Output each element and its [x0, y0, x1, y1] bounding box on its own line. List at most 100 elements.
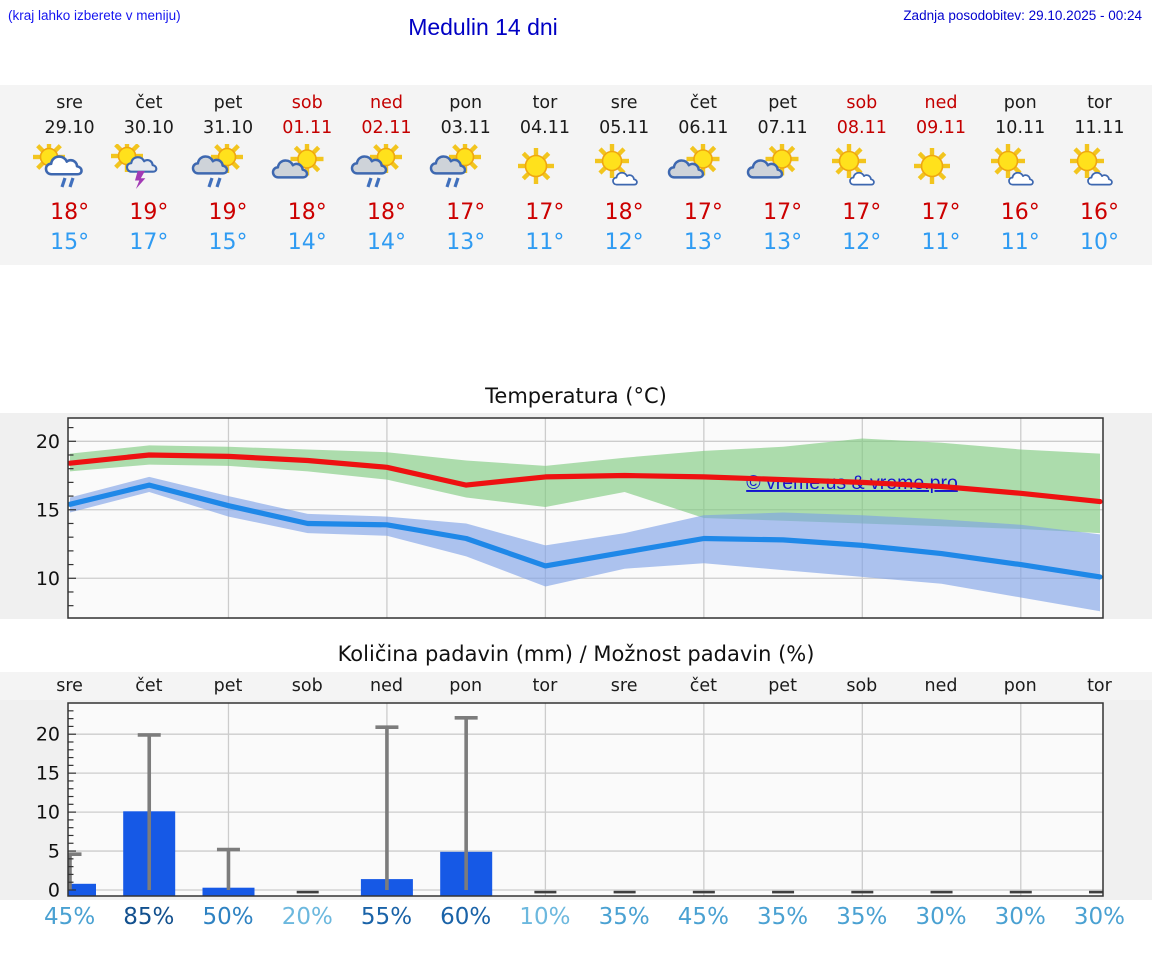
precip-probability: 30% — [994, 904, 1046, 930]
day-column: pon 03.11 17° 13° — [426, 91, 505, 258]
weather-icon — [268, 144, 347, 196]
weather-icon — [30, 144, 109, 196]
precip-probability: 60% — [440, 904, 492, 930]
day-name: sob — [846, 93, 878, 113]
zero-precip-mark — [930, 890, 953, 894]
day-column: pet 07.11 17° 13° — [743, 91, 822, 258]
day-date: 04.11 — [519, 118, 570, 138]
day-name: čet — [135, 93, 163, 113]
last-updated-text: Zadnja posodobitev: 29.10.2025 - 00:24 — [903, 8, 1142, 23]
low-temp: 11° — [921, 230, 961, 255]
day-column: ned 02.11 18° 14° — [347, 91, 426, 258]
low-temp: 14° — [287, 230, 327, 255]
svg-text:20: 20 — [36, 431, 60, 453]
precip-bar — [202, 887, 255, 896]
svg-text:15: 15 — [36, 763, 60, 785]
day-date: 05.11 — [599, 118, 650, 138]
sun-graycloud-icon — [746, 144, 799, 179]
day-column: sre 05.11 18° 12° — [585, 91, 664, 258]
day-column: čet 06.11 17° 13° — [664, 91, 743, 258]
sun-smallcloud-icon — [594, 144, 638, 186]
precip-day-label: sob — [846, 676, 878, 696]
weather-icon — [109, 144, 188, 196]
precip-day-label: ned — [924, 676, 958, 696]
sun-icon — [518, 148, 555, 184]
weather-icon — [1060, 144, 1139, 196]
high-temp: 19° — [129, 200, 169, 225]
zero-precip-mark — [1089, 890, 1103, 894]
precip-day-label: sre — [610, 676, 638, 696]
zero-precip-mark — [772, 890, 795, 894]
precip-day-label: tor — [532, 676, 558, 696]
zero-precip-mark — [851, 890, 874, 894]
precip-day-label: čet — [689, 676, 717, 696]
day-name: ned — [924, 93, 958, 113]
low-temp: 13° — [763, 230, 803, 255]
precip-probability: 50% — [202, 904, 254, 930]
day-name: sob — [291, 93, 323, 113]
weather-icon — [743, 144, 822, 196]
day-date: 07.11 — [757, 118, 808, 138]
day-name: sre — [610, 93, 638, 113]
day-date: 01.11 — [282, 118, 333, 138]
temp-line — [68, 452, 1103, 505]
high-temp: 17° — [763, 200, 803, 225]
precip-probability: 85% — [123, 904, 175, 930]
weather-icon — [347, 144, 426, 196]
zero-precip-mark — [296, 890, 319, 894]
forecast-day-columns: sre 29.10 18° 15° čet 30.10 19° 17° pet 31.10 19° 1… — [30, 91, 1139, 258]
day-column: sob 08.11 17° 12° — [822, 91, 901, 258]
day-name: tor — [532, 93, 558, 113]
zero-precip-mark — [534, 890, 557, 894]
page-title: Medulin 14 dni — [408, 14, 558, 40]
temp-line — [68, 482, 1103, 580]
svg-text:10: 10 — [36, 802, 60, 824]
day-name: pet — [213, 93, 243, 113]
precip-day-strip: sre čet pet sob ned pon tor sre čet pet sob ned pon t… — [0, 672, 1152, 700]
svg-text:0: 0 — [48, 880, 60, 901]
precip-bar — [68, 883, 96, 896]
precip-day-label: sre — [56, 676, 83, 696]
day-column: ned 09.11 17° 11° — [901, 91, 980, 258]
high-temp: 16° — [1000, 200, 1040, 225]
weather-icon — [426, 144, 505, 196]
precip-probability: 45% — [44, 904, 96, 930]
day-date: 09.11 — [915, 118, 967, 138]
low-temp: 17° — [129, 230, 169, 255]
high-temp: 18° — [50, 200, 90, 225]
precip-probability: 10% — [519, 904, 571, 930]
svg-text:20: 20 — [36, 724, 60, 746]
forecast-strip: sre 29.10 18° 15° čet 30.10 19° 17° pet 31.10 19° 1… — [0, 85, 1152, 265]
day-date: 11.11 — [1074, 118, 1125, 138]
precip-day-label: čet — [135, 676, 163, 696]
high-temp: 18° — [287, 200, 327, 225]
sun-cloud-lightning-icon — [111, 144, 158, 189]
day-name: tor — [1087, 93, 1112, 113]
menu-hint-text: (kraj lahko izberete v meniju) — [8, 8, 181, 23]
low-temp: 13° — [446, 230, 486, 255]
precip-probability-row: 45% 85% 50% 20% 55% 60% 10% 35% 45% 35% 35% 30% 30% 3… — [30, 900, 1139, 934]
zero-precip-mark — [692, 890, 715, 894]
sun-icon — [914, 148, 951, 184]
svg-text:5: 5 — [48, 841, 60, 863]
day-column: tor 11.11 16° 10° — [1060, 91, 1139, 258]
weather-icon — [585, 144, 664, 196]
precip-probability: 30% — [1073, 904, 1126, 930]
day-name: pon — [449, 93, 483, 113]
sun-graycloud-rain-icon — [429, 144, 482, 188]
day-date: 08.11 — [836, 118, 887, 138]
day-date: 06.11 — [678, 118, 729, 138]
precip-probability: 35% — [757, 904, 809, 930]
zero-precip-mark — [613, 890, 636, 894]
sun-graycloud-icon — [271, 144, 324, 179]
precip-day-label: pon — [449, 676, 483, 696]
low-temp: 11° — [1000, 230, 1040, 255]
day-date: 10.11 — [995, 118, 1046, 138]
precipitation-chart: 0 5 10 15 20 — [0, 700, 1152, 900]
high-temp: 18° — [366, 200, 406, 225]
day-column: čet 30.10 19° 17° — [109, 91, 188, 258]
precip-day-label: pet — [768, 676, 797, 696]
low-temp: 15° — [208, 230, 248, 255]
high-temp: 17° — [921, 200, 961, 225]
high-temp: 17° — [683, 200, 723, 225]
